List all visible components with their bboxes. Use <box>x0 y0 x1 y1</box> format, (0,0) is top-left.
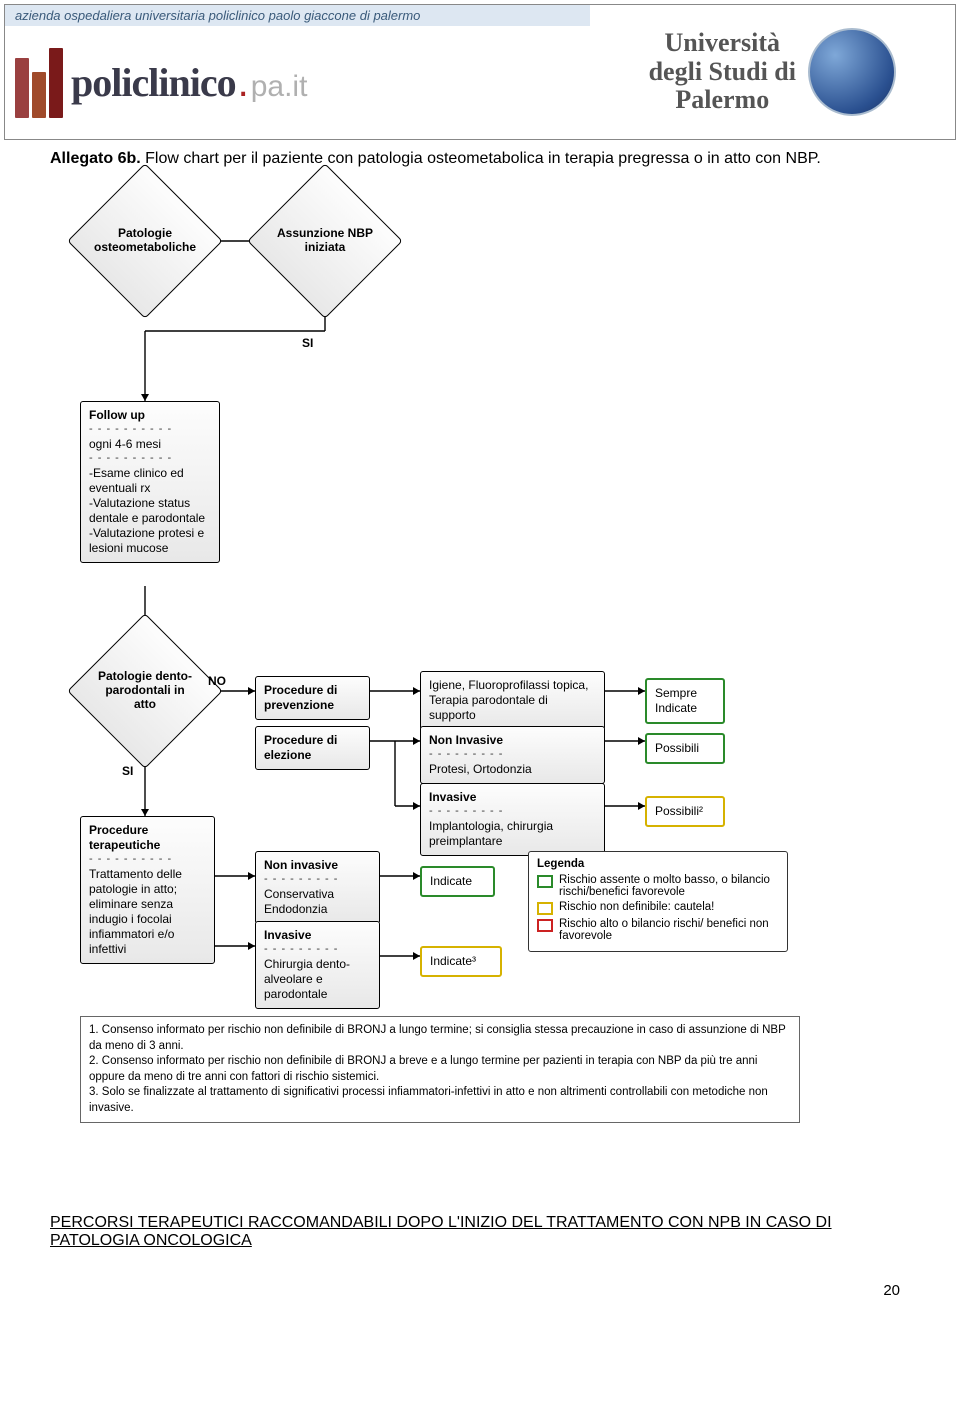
caption-text: Flow chart per il paziente con patologia… <box>141 150 821 167</box>
logo-bars-icon <box>15 48 63 118</box>
inv-sub: Implantologia, chirurgia preimplantare <box>429 819 596 849</box>
inv2-sub: Chirurgia dento-alveolare e parodontale <box>264 957 371 1002</box>
edge-no: NO <box>208 674 226 688</box>
followup-title: Follow up <box>89 408 211 423</box>
node-non-invasive: Non Invasive - - - - - - - - - Protesi, … <box>420 726 605 784</box>
node-invasive2: Invasive - - - - - - - - - Chirurgia den… <box>255 921 380 1009</box>
node-proc-elez: Procedure di elezione <box>255 726 370 770</box>
node-possibili: Possibili <box>645 733 725 764</box>
dash-1: - - - - - - - - - - <box>89 423 211 437</box>
brand-text: policlinico.pa.it <box>71 59 307 106</box>
dash-2: - - - - - - - - - - <box>89 452 211 466</box>
legend-title: Legenda <box>537 858 779 870</box>
noninv2-title: Non invasive <box>264 858 371 873</box>
header-subtitle: azienda ospedaliera universitaria policl… <box>5 5 590 26</box>
dash-4: - - - - - - - - - <box>429 805 596 819</box>
legend-swatch-green <box>537 875 553 888</box>
dash-5: - - - - - - - - - - <box>89 853 206 867</box>
uni-line2: degli Studi di <box>649 58 796 87</box>
node-invasive: Invasive - - - - - - - - - Implantologia… <box>420 783 605 856</box>
legend-yellow-text: Rischio non definibile: cautela! <box>559 901 714 913</box>
node-decision-nbp-label: Assunzione NBP iniziata <box>270 223 380 259</box>
brand-main: policlinico <box>71 60 236 105</box>
brand-suffix: pa.it <box>251 70 308 103</box>
node-decision-nbp: Assunzione NBP iniziata <box>270 186 380 296</box>
node-dento-label: Patologie dento-parodontali in atto <box>90 666 200 715</box>
legend-swatch-red <box>537 919 553 932</box>
header-left: azienda ospedaliera universitaria policl… <box>5 5 590 139</box>
indicate-text: Indicate <box>430 874 485 889</box>
legend: Legenda Rischio assente o molto basso, o… <box>528 851 788 952</box>
legend-swatch-yellow <box>537 902 553 915</box>
edge-si-1: SI <box>302 336 313 350</box>
node-proc-prev: Procedure di prevenzione <box>255 676 370 720</box>
brand-row: policlinico.pa.it <box>5 26 590 139</box>
node-followup: Follow up - - - - - - - - - - ogni 4-6 m… <box>80 401 220 563</box>
noninv-title: Non Invasive <box>429 733 596 748</box>
node-start-label: Patologie osteometaboliche <box>90 223 200 259</box>
university-name: Università degli Studi di Palermo <box>649 29 796 115</box>
node-non-invasive2: Non invasive - - - - - - - - - Conservat… <box>255 851 380 924</box>
legend-green-text: Rischio assente o molto basso, o bilanci… <box>559 874 779 898</box>
caption-label: Allegato 6b. <box>50 150 141 167</box>
followup-freq: ogni 4-6 mesi <box>89 437 211 452</box>
legend-row-green: Rischio assente o molto basso, o bilanci… <box>537 874 779 898</box>
node-igiene: Igiene, Fluoroprofilassi topica, Terapia… <box>420 671 605 730</box>
proc-ter-title: Procedure terapeutiche <box>89 823 206 853</box>
node-dento: Patologie dento-parodontali in atto <box>90 636 200 746</box>
igiene-text: Igiene, Fluoroprofilassi topica, Terapia… <box>429 678 596 723</box>
header-banner: azienda ospedaliera universitaria policl… <box>4 4 956 140</box>
flowchart: Patologie osteometaboliche Assunzione NB… <box>50 186 910 1186</box>
inv2-title: Invasive <box>264 928 371 943</box>
node-possibili2: Possibili² <box>645 796 725 827</box>
inv-title: Invasive <box>429 790 596 805</box>
node-proc-ter: Procedure terapeutiche - - - - - - - - -… <box>80 816 215 964</box>
page-number: 20 <box>0 1270 960 1319</box>
proc-prev-title: Procedure di prevenzione <box>264 683 361 713</box>
indicate3-text: Indicate³ <box>430 954 492 969</box>
page-body: Allegato 6b. Flow chart per il paziente … <box>0 150 960 1270</box>
possibili2-text: Possibili² <box>655 804 715 819</box>
edge-si-2: SI <box>122 764 133 778</box>
node-indicate: Indicate <box>420 866 495 897</box>
footnotes: 1. Consenso informato per rischio non de… <box>80 1016 800 1123</box>
proc-elez-title: Procedure di elezione <box>264 733 361 763</box>
legend-row-yellow: Rischio non definibile: cautela! <box>537 901 779 915</box>
proc-ter-body: Trattamento delle patologie in atto; eli… <box>89 867 206 957</box>
uni-line1: Università <box>649 29 796 58</box>
node-start: Patologie osteometaboliche <box>90 186 200 296</box>
section-heading-link: PERCORSI TERAPEUTICI RACCOMANDABILI DOPO… <box>50 1214 910 1250</box>
noninv2-sub: Conservativa Endodonzia <box>264 887 371 917</box>
node-indicate3: Indicate³ <box>420 946 502 977</box>
figure-caption: Allegato 6b. Flow chart per il paziente … <box>50 150 910 168</box>
header-right: Università degli Studi di Palermo <box>590 5 955 139</box>
dash-6: - - - - - - - - - <box>264 873 371 887</box>
sempre-text: Sempre Indicate <box>655 686 715 716</box>
node-sempre: Sempre Indicate <box>645 678 725 724</box>
legend-row-red: Rischio alto o bilancio rischi/ benefici… <box>537 918 779 942</box>
legend-red-text: Rischio alto o bilancio rischi/ benefici… <box>559 918 779 942</box>
brand-dot: . <box>236 61 251 105</box>
noninv-sub: Protesi, Ortodonzia <box>429 762 596 777</box>
possibili-text: Possibili <box>655 741 715 756</box>
uni-line3: Palermo <box>649 86 796 115</box>
university-seal-icon <box>808 28 896 116</box>
followup-items: -Esame clinico ed eventuali rx -Valutazi… <box>89 466 211 556</box>
dash-3: - - - - - - - - - <box>429 748 596 762</box>
dash-7: - - - - - - - - - <box>264 943 371 957</box>
